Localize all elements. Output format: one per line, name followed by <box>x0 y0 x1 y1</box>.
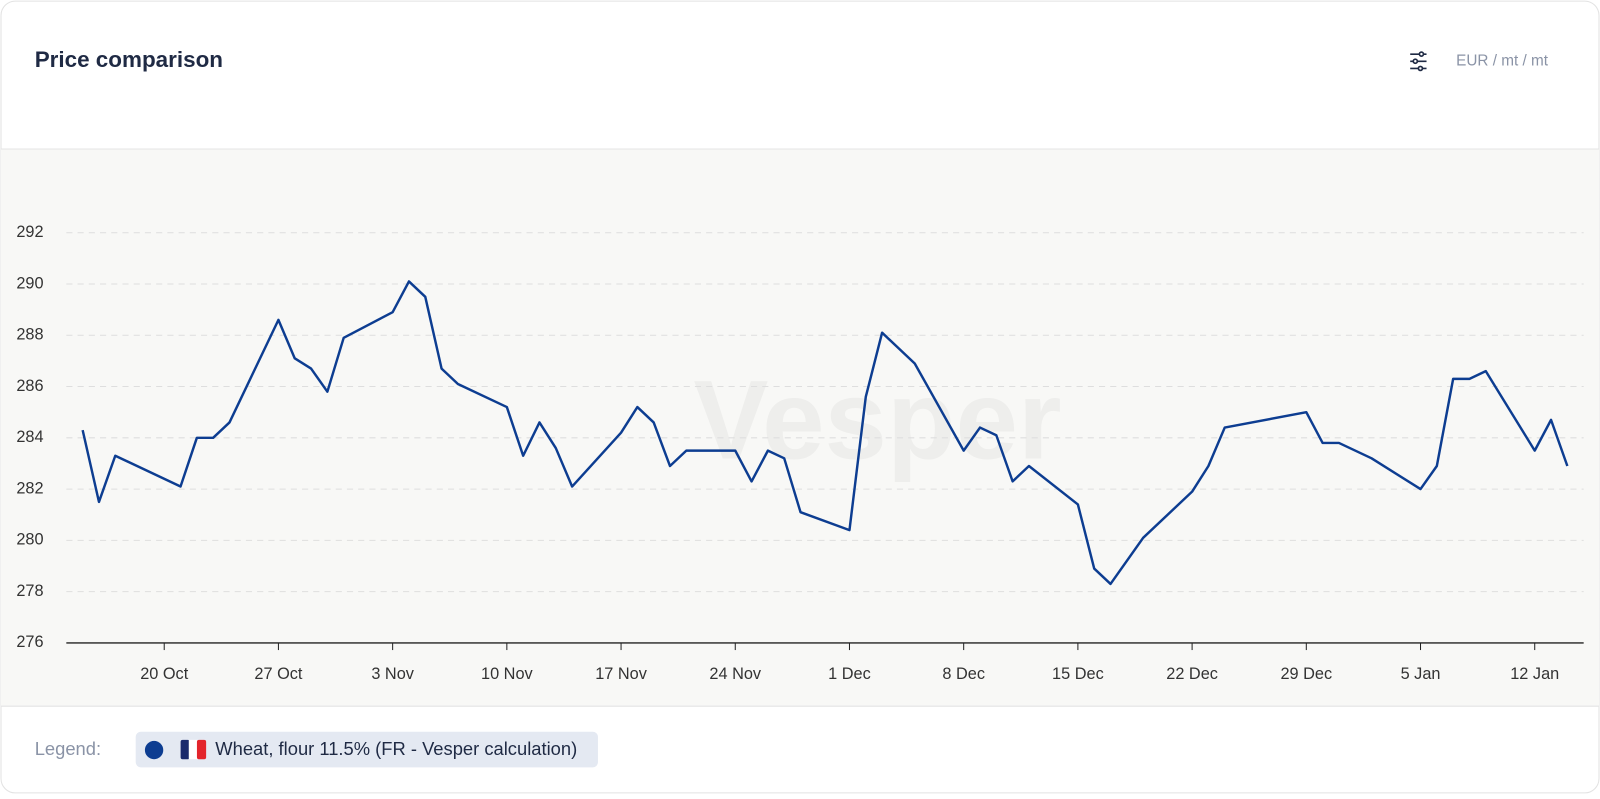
x-tick-label: 22 Dec <box>1166 665 1218 683</box>
x-tick-label: 12 Jan <box>1510 665 1559 683</box>
flag-icon <box>180 739 207 760</box>
legend-item[interactable]: Wheat, flour 11.5% (FR - Vesper calculat… <box>135 731 598 768</box>
filter-icon[interactable] <box>1410 51 1427 72</box>
y-tick-label: 278 <box>16 582 43 600</box>
y-tick-label: 276 <box>16 633 43 651</box>
unit-label[interactable]: EUR / mt / mt <box>1456 52 1549 69</box>
legend-label: Legend: <box>35 738 101 759</box>
x-tick-label: 27 Oct <box>254 665 303 683</box>
y-tick-label: 290 <box>16 274 43 292</box>
y-tick-label: 282 <box>16 479 43 497</box>
y-tick-label: 288 <box>16 326 43 344</box>
legend-text: Wheat, flour 11.5% (FR - Vesper calculat… <box>215 738 577 759</box>
chart-title: Price comparison <box>35 47 223 72</box>
legend-swatch <box>144 740 164 760</box>
x-tick-label: 17 Nov <box>595 665 648 683</box>
x-tick-label: 1 Dec <box>828 665 871 683</box>
watermark: Vesper <box>693 356 1061 482</box>
x-tick-label: 20 Oct <box>140 665 189 683</box>
x-tick-label: 29 Dec <box>1280 665 1332 683</box>
y-tick-label: 286 <box>16 377 43 395</box>
x-tick-label: 10 Nov <box>481 665 534 683</box>
x-tick-label: 24 Nov <box>709 665 762 683</box>
y-tick-label: 284 <box>16 428 43 446</box>
x-tick-label: 3 Nov <box>371 665 414 683</box>
line-series <box>81 280 1569 586</box>
x-tick-label: 8 Dec <box>942 665 985 683</box>
x-tick-label: 15 Dec <box>1052 665 1104 683</box>
y-tick-label: 292 <box>16 223 43 241</box>
plot-background <box>1 149 1599 707</box>
legend-chip <box>135 731 598 768</box>
y-tick-label: 280 <box>16 531 43 549</box>
x-tick-label: 5 Jan <box>1401 665 1441 683</box>
